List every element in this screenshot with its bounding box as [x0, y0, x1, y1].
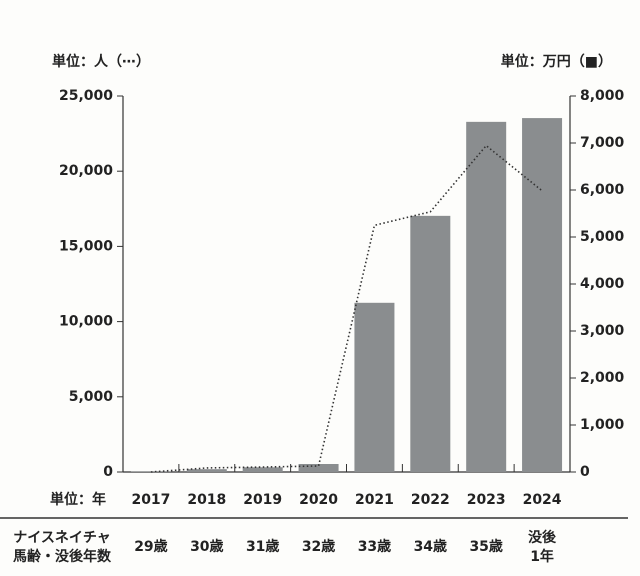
age-label: 30歳	[190, 538, 223, 555]
y2-tick-label: 7,000	[580, 135, 625, 151]
left-unit: 単位：人（⋯）	[52, 53, 150, 70]
age-label: 31歳	[246, 538, 279, 555]
x-tick-label: 2020	[299, 492, 338, 508]
bar	[298, 464, 339, 472]
x-tick-label: 2017	[131, 492, 170, 508]
y2-tick-label: 0	[580, 464, 590, 480]
age-label: 1年	[530, 548, 554, 565]
bar	[466, 121, 507, 472]
x-tick-label: 2024	[523, 492, 562, 508]
y2-tick-label: 5,000	[580, 229, 625, 245]
bar	[186, 469, 227, 472]
y-tick-label: 25,000	[59, 88, 113, 104]
bar	[242, 467, 283, 472]
bar	[410, 215, 451, 472]
age-label: 29歳	[134, 538, 167, 555]
row-label: ナイスネイチャ	[13, 530, 110, 546]
right-unit: 単位：万円（■）	[501, 53, 612, 70]
line	[150, 144, 543, 473]
y-tick-label: 10,000	[59, 314, 113, 330]
y2-tick-label: 8,000	[580, 88, 625, 104]
x-tick-label: 2021	[355, 492, 394, 508]
y-tick-label: 20,000	[59, 163, 113, 179]
age-label: 32歳	[302, 538, 335, 555]
y-tick-label: 15,000	[59, 238, 113, 254]
x-tick-label: 2019	[243, 492, 282, 508]
y-tick-label: 0	[103, 464, 113, 480]
bar	[354, 302, 395, 472]
y-tick-label: 5,000	[69, 389, 114, 405]
x-tick-label: 2018	[187, 492, 226, 508]
bar	[522, 118, 563, 472]
age-label: 33歳	[358, 538, 391, 555]
age-label: 35歳	[469, 538, 502, 555]
age-label: 34歳	[414, 538, 447, 555]
y2-tick-label: 2,000	[580, 370, 625, 386]
x-unit: 単位：年	[50, 491, 106, 508]
y2-tick-label: 1,000	[580, 417, 625, 433]
y2-tick-label: 6,000	[580, 182, 625, 198]
age-label: 没後	[528, 529, 557, 546]
x-tick-label: 2022	[411, 492, 450, 508]
y2-tick-label: 3,000	[580, 323, 625, 339]
x-tick-label: 2023	[467, 492, 506, 508]
y2-tick-label: 4,000	[580, 276, 625, 292]
row-label: 馬齢・没後年数	[13, 548, 112, 565]
